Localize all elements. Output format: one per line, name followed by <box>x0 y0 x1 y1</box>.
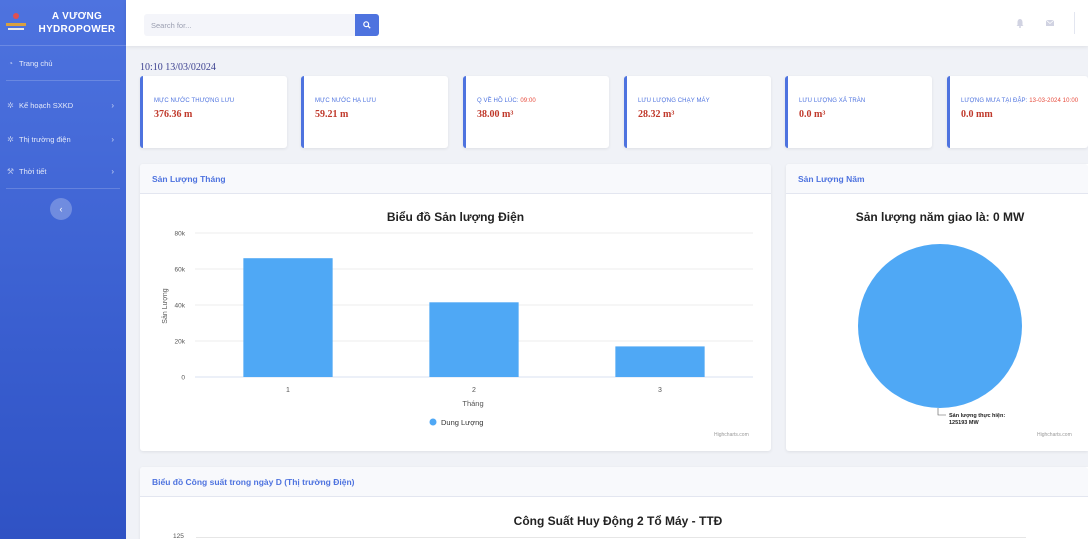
card-downstream-level: Mực nước hạ lưu 59.21 m <box>301 76 448 148</box>
bar[interactable] <box>615 346 705 377</box>
chart-title: Sản lượng năm giao là: 0 MW <box>855 210 1025 224</box>
card-spillway-flow: Lưu lượng xả tràn 0.0 m³ <box>785 76 932 148</box>
current-timestamp: 10:10 13/03/02024 <box>140 62 216 73</box>
card-inflow: Q về hồ lúc: 09:00 38.00 m³ <box>463 76 609 148</box>
y-tick-label: 40k <box>175 303 186 310</box>
brand[interactable]: A VƯƠNG HYDROPOWER <box>0 0 126 46</box>
y-tick-label: 20k <box>175 339 186 346</box>
envelope-icon[interactable] <box>1045 18 1055 28</box>
card-value: 0.0 m³ <box>799 109 826 120</box>
card-value: 28.32 m³ <box>638 109 675 120</box>
card-label: Lượng mưa tại đập: <box>961 98 1028 104</box>
x-tick-label: 1 <box>286 387 290 394</box>
card-upstream-level: Mực nước thượng lưu 376.36 m <box>140 76 287 148</box>
sidebar-item-label: Kế hoạch SXKD <box>19 100 74 110</box>
sidebar-item-weather[interactable]: ⚒ Thời tiết › <box>0 161 126 181</box>
yearly-output-panel: Sản Lượng Năm Sản lượng năm giao là: 0 M… <box>786 164 1088 451</box>
x-tick-label: 2 <box>472 387 476 394</box>
wrench-icon: ⚒ <box>6 166 15 176</box>
card-value: 0.0 mm <box>961 109 993 120</box>
sidebar-item-label: Trang chủ <box>19 58 53 68</box>
chart-title: Biểu đồ Sản lượng Điện <box>386 210 525 224</box>
sidebar-item-label: Thị trường điện <box>19 134 71 144</box>
sidebar: A VƯƠNG HYDROPOWER ◔ Trang chủ ✲ Kế hoạc… <box>0 0 126 539</box>
chevron-right-icon: › <box>111 134 114 144</box>
card-rainfall: Lượng mưa tại đập: 13-03-2024 10:00 0.0 … <box>947 76 1088 148</box>
gear-icon: ✲ <box>7 100 14 110</box>
search-input[interactable] <box>144 14 356 36</box>
chart-title: Công Suất Huy Động 2 Tổ Máy - TTĐ <box>513 514 723 528</box>
chevron-left-icon: ‹ <box>59 204 63 214</box>
pie-connector <box>937 408 946 416</box>
panel-header: Sản Lượng Năm <box>786 164 1088 194</box>
card-value: 59.21 m <box>315 109 349 120</box>
card-label: Mực nước hạ lưu <box>315 98 377 104</box>
y-tick-label: 60k <box>175 267 186 274</box>
legend-marker <box>429 418 437 426</box>
yearly-pie-chart <box>858 244 1022 416</box>
topbar-divider <box>1074 12 1075 34</box>
panel-header: Biểu đồ Công suất trong ngày D (Thị trườ… <box>140 467 1088 497</box>
chevron-right-icon: › <box>111 166 114 176</box>
sidebar-toggle-button[interactable]: ‹ <box>50 198 72 220</box>
gear-icon: ✲ <box>7 134 14 144</box>
monthly-output-panel: Sản Lượng Tháng Biểu đồ Sản lượng Điện 0… <box>140 164 771 451</box>
card-value: 38.00 m³ <box>477 109 514 120</box>
pie-data-label: Sản lượng thực hiện: 125193 MW <box>949 413 1006 426</box>
daily-capacity-panel: Biểu đồ Công suất trong ngày D (Thị trườ… <box>140 467 1088 539</box>
topbar <box>126 0 1088 46</box>
sidebar-divider <box>6 188 120 189</box>
y-tick-label: 0 <box>181 375 185 382</box>
gridline <box>196 537 1026 538</box>
sidebar-divider <box>6 80 120 81</box>
card-time: 13-03-2024 10:00 <box>1029 98 1079 104</box>
card-label: Lưu lượng xả tràn <box>799 98 866 104</box>
sidebar-item-label: Thời tiết <box>19 166 47 176</box>
chart-legend[interactable]: Dung Lượng <box>429 418 484 427</box>
sidebar-item-business-plan[interactable]: ✲ Kế hoạch SXKD › <box>0 95 126 115</box>
card-label: Mực nước thượng lưu <box>154 98 235 104</box>
card-label: Lưu lượng chạy máy <box>638 98 710 104</box>
y-tick-label: 80k <box>175 231 186 238</box>
pie-slice[interactable] <box>858 244 1022 408</box>
brand-name: A VƯƠNG HYDROPOWER <box>38 10 116 35</box>
legend-label: Dung Lượng <box>441 418 483 427</box>
bell-icon[interactable] <box>1015 18 1025 28</box>
y-axis-label: Sản Lượng <box>162 288 169 323</box>
search-button[interactable] <box>355 14 379 36</box>
card-time: 09:00 <box>520 98 536 104</box>
monthly-bar-chart: 0 20k 40k 60k 80k 1 2 3 Sản Lượng Tháng Dung L… <box>162 231 753 427</box>
bar[interactable] <box>429 302 519 377</box>
y-tick-label: 125 <box>173 533 184 539</box>
chart-credits[interactable]: Highcharts.com <box>714 432 749 438</box>
panel-header: Sản Lượng Tháng <box>140 164 771 194</box>
x-tick-label: 3 <box>658 387 662 394</box>
chevron-right-icon: › <box>111 100 114 110</box>
search-icon <box>363 21 371 29</box>
sidebar-item-electricity-market[interactable]: ✲ Thị trường điện › <box>0 129 126 149</box>
brand-logo <box>4 11 28 35</box>
chart-credits[interactable]: Highcharts.com <box>1037 432 1072 438</box>
dashboard-icon: ◔ <box>8 58 13 68</box>
sidebar-item-home[interactable]: ◔ Trang chủ <box>0 53 126 73</box>
card-label: Q về hồ lúc: <box>477 98 519 104</box>
x-axis-label: Tháng <box>462 399 483 408</box>
bar[interactable] <box>243 258 333 377</box>
card-turbine-flow: Lưu lượng chạy máy 28.32 m³ <box>624 76 771 148</box>
card-value: 376.36 m <box>154 109 193 120</box>
